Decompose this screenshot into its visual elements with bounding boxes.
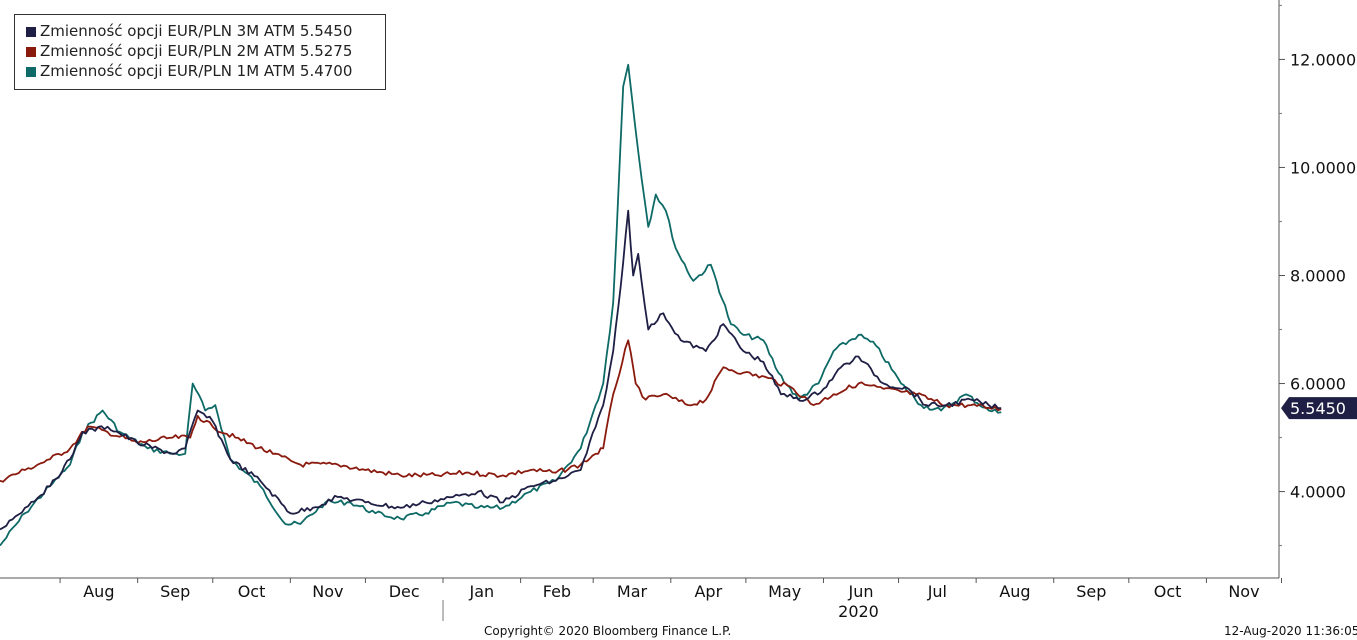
legend-swatch-2m [26,47,36,57]
month-label: Sep [1076,582,1106,601]
month-label: Apr [694,582,722,601]
copyright-text: Copyright© 2020 Bloomberg Finance L.P. [484,624,732,638]
y-tick-label: 4.0000 [1290,483,1346,502]
month-label: Dec [389,582,420,601]
month-label: Aug [83,582,114,601]
legend-label-1m: Zmienność opcji EUR/PLN 1M ATM 5.4700 [40,62,353,80]
legend-item-1m: Zmienność opcji EUR/PLN 1M ATM 5.4700 [26,61,385,81]
month-label: Oct [238,582,266,601]
legend-swatch-3m [26,27,36,37]
legend-label-2m: Zmienność opcji EUR/PLN 2M ATM 5.5275 [40,42,353,60]
month-label: May [768,582,801,601]
series-line [0,339,1002,483]
series-layer [0,63,1002,547]
month-label: Aug [999,582,1030,601]
month-label: Nov [1228,582,1259,601]
series-line [0,209,1002,531]
y-tick-label: 10.0000 [1290,158,1356,177]
year-label: 2020 [838,602,879,621]
month-label: Nov [312,582,343,601]
month-label: Sep [160,582,190,601]
month-label: Jan [468,582,494,601]
last-value-label: 5.5450 [1290,399,1346,418]
month-label: Feb [543,582,571,601]
y-tick-label: 8.0000 [1290,266,1346,285]
month-label: Jun [848,582,874,601]
month-label: Mar [617,582,648,601]
axis-layer: Aug Sep Oct Nov Dec Jan Feb Mar Apr May Jun Jul Aug S… [0,0,1357,621]
last-value-tag [1281,397,1357,420]
month-label: Jul [927,582,947,601]
series-line [0,63,1002,547]
legend-item-2m: Zmienność opcji EUR/PLN 2M ATM 5.5275 [26,41,385,61]
timestamp-text: 12-Aug-2020 11:36:05 [1224,624,1357,638]
chart-legend: Zmienność opcji EUR/PLN 3M ATM 5.5450 Zm… [14,14,386,90]
legend-item-3m: Zmienność opcji EUR/PLN 3M ATM 5.5450 [26,21,385,41]
y-tick-label: 12.0000 [1290,50,1356,69]
legend-swatch-1m [26,67,36,77]
month-label: Oct [1154,582,1182,601]
legend-label-3m: Zmienność opcji EUR/PLN 3M ATM 5.5450 [40,22,353,40]
y-tick-label: 6.0000 [1290,375,1346,394]
